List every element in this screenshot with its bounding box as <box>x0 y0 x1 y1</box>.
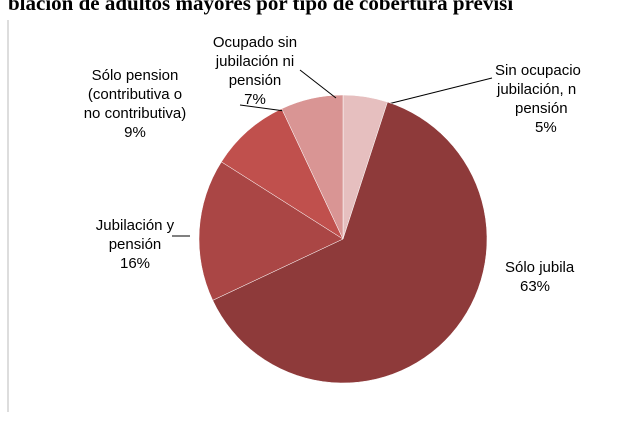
slice-label: Sólo jubila <box>505 259 575 276</box>
pie-slice <box>212 101 488 384</box>
pie-slice <box>281 94 344 240</box>
leader-line <box>387 77 493 105</box>
value-label: 16% <box>120 255 150 272</box>
pie-slice <box>221 108 344 240</box>
value-label: 9% <box>124 124 146 141</box>
plot: Sin ocupacio jubilación, n pensión 5% Sólo j… <box>84 34 581 384</box>
value-label: 63% <box>520 278 550 295</box>
value-label: 7% <box>244 91 266 108</box>
leader-line <box>299 69 337 99</box>
slice-label: Ocupado sin jubilación ni pensión <box>213 34 297 89</box>
slice-label: Jubilación y pensión <box>96 217 175 253</box>
value-label: 5% <box>535 119 557 136</box>
slice-label: Sin ocupacio jubilación, n pensión <box>495 62 581 117</box>
slice-label: Sólo pension (contributiva o no contributi… <box>84 67 187 122</box>
pie-slice <box>198 161 344 301</box>
chart-title: blación de adultos mayores por tipo de c… <box>8 0 513 15</box>
